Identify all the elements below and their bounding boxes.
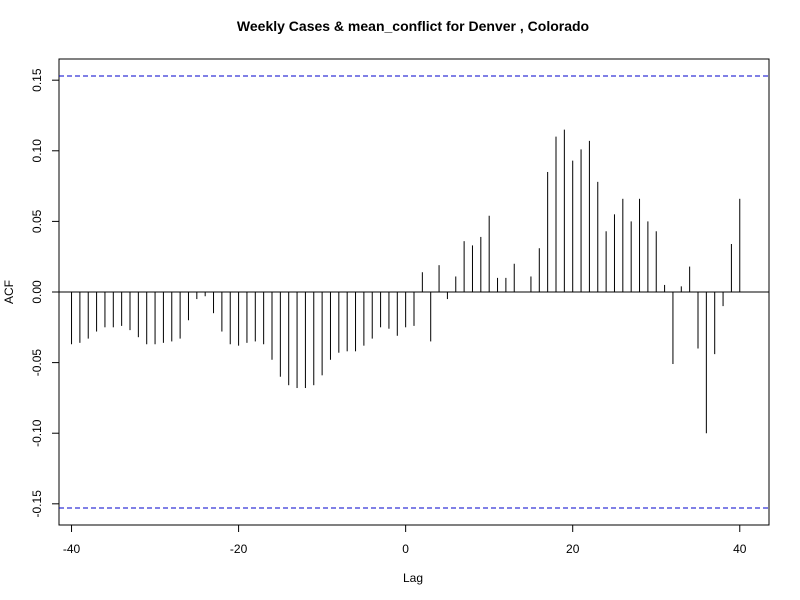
x-axis: -40 -20 0 20 40 [63, 524, 747, 556]
y-tick-label: -0.05 [30, 349, 44, 377]
x-tick-label: 40 [733, 542, 747, 556]
y-tick-label: 0.00 [30, 280, 44, 304]
y-tick-label: -0.15 [30, 490, 44, 518]
x-tick-label: 0 [402, 542, 409, 556]
y-tick-label: -0.10 [30, 419, 44, 447]
y-tick-label: 0.10 [30, 139, 44, 163]
acf-bars [71, 129, 741, 434]
y-tick-label: 0.05 [30, 209, 44, 233]
x-axis-label: Lag [403, 571, 423, 585]
x-tick-label: -40 [63, 542, 81, 556]
confidence-limits [59, 75, 769, 509]
y-axis: -0.15 -0.10 -0.05 0.00 0.05 0.10 0.15 [30, 68, 60, 518]
chart-title: Weekly Cases & mean_conflict for Denver … [237, 18, 589, 34]
x-tick-label: -20 [230, 542, 248, 556]
y-axis-label: ACF [2, 280, 16, 304]
y-tick-label: 0.15 [30, 68, 44, 92]
x-tick-label: 20 [566, 542, 580, 556]
